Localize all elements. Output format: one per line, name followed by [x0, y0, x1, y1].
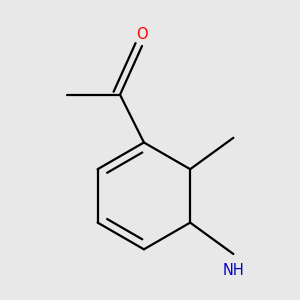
- Text: O: O: [136, 27, 148, 42]
- Text: NH: NH: [223, 263, 244, 278]
